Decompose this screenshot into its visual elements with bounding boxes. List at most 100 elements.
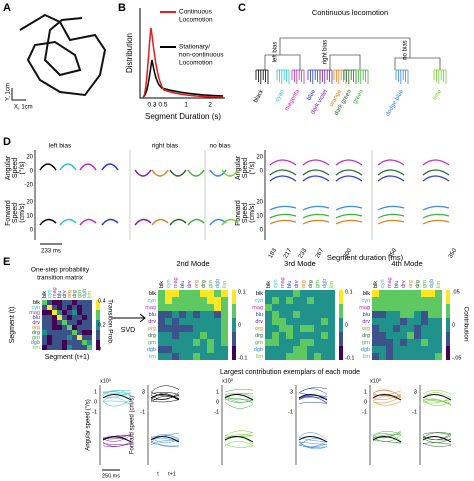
tick-label: 20 [256, 155, 263, 161]
trace [79, 163, 97, 171]
heat-cell [72, 320, 77, 325]
heat-cell [379, 325, 386, 332]
exemplar-traces [150, 385, 180, 403]
heat-cell [77, 315, 82, 320]
axis-label: Angular speed (°/s) [86, 399, 92, 450]
heat-cell [314, 304, 321, 311]
heat-cell [400, 339, 407, 346]
heat-cell [77, 330, 82, 335]
segment-label: org [194, 280, 200, 288]
heat-cell [293, 297, 300, 304]
heat-cell [221, 318, 228, 325]
label: One-step probability [31, 267, 90, 274]
label: no bias [403, 40, 409, 59]
mean-trace [372, 436, 402, 443]
mean-trace [224, 436, 254, 443]
trace [269, 169, 297, 176]
heat-cell [272, 325, 279, 332]
heat-cell [165, 325, 172, 332]
heat-cell [165, 353, 172, 360]
heat-cell [393, 332, 400, 339]
heat-cell [393, 339, 400, 346]
heat-cell [62, 330, 67, 335]
heat-cell [435, 297, 442, 304]
segment-label: org [408, 280, 414, 288]
heat-cell [393, 346, 400, 353]
heat-cell [328, 353, 335, 360]
panel-label: B [118, 2, 126, 14]
trace [377, 175, 405, 182]
heat-cell [286, 325, 293, 332]
heat-cell [47, 310, 52, 315]
segment-label: blk [266, 281, 272, 288]
cluster-leaves [433, 69, 447, 84]
heat-cell [293, 290, 300, 297]
label: x10³ [370, 378, 381, 384]
heat-cell [62, 345, 67, 350]
heat-cell [47, 315, 52, 320]
heat-cell [407, 346, 414, 353]
segment-label: drg [201, 280, 207, 288]
heat-cell [286, 318, 293, 325]
cluster-label: green [352, 89, 365, 105]
heat-cell [372, 339, 379, 346]
colorbar [232, 304, 236, 318]
trace [79, 218, 97, 226]
heat-cell [435, 346, 442, 353]
heat-cell [179, 346, 186, 353]
tick-label: 350 [388, 247, 399, 259]
heat-cell [165, 346, 172, 353]
label: 233 ms [41, 249, 61, 255]
trace [269, 159, 297, 166]
tick-label: 3 [414, 389, 417, 395]
label: t+1 [168, 471, 176, 477]
heat-cell [400, 332, 407, 339]
colorbar [339, 318, 343, 332]
tick-label: 0.1 [345, 289, 353, 295]
exemplar-traces [372, 430, 402, 444]
heat-cell [435, 318, 442, 325]
exemplar-traces [422, 431, 452, 447]
trace [302, 169, 330, 176]
trace [221, 169, 239, 177]
tick-label: 300 [343, 247, 354, 259]
tick-label: 0.1 [238, 289, 246, 295]
heat-cell [300, 325, 307, 332]
heat-cell [314, 339, 321, 346]
heat-cell [400, 297, 407, 304]
heat-cell [57, 315, 62, 320]
trace [59, 163, 77, 171]
heat-cell [200, 339, 207, 346]
axis-label: Speed [12, 158, 19, 178]
heat-cell [221, 304, 228, 311]
heat-cell [200, 332, 207, 339]
heat-cell [435, 304, 442, 311]
tick-label: -20 [24, 183, 33, 189]
segment-label: blk [373, 281, 379, 288]
heat-cell [286, 332, 293, 339]
heat-cell [179, 304, 186, 311]
segment-label: grn [208, 280, 214, 288]
heat-cell [186, 311, 193, 318]
trace [269, 175, 297, 182]
heat-cell [328, 339, 335, 346]
tick-label: 0 [260, 228, 264, 234]
heat-cell [314, 332, 321, 339]
segment-label: blu [256, 312, 263, 318]
heat-cell [428, 346, 435, 353]
title: 3rd Mode [284, 259, 316, 268]
tick-label: 0 [98, 346, 101, 352]
curve-black [142, 59, 224, 98]
heat-cell [428, 304, 435, 311]
cluster-leaves [319, 69, 333, 84]
segment-label: mag [359, 305, 370, 311]
tick-label: 267 [315, 247, 326, 259]
segment-label: drg [148, 333, 156, 339]
heat-cell [279, 318, 286, 325]
heat-cell [300, 339, 307, 346]
segment-label: drv [32, 320, 40, 326]
heat-cell [52, 340, 57, 345]
trace [422, 159, 450, 166]
heat-cell [414, 311, 421, 318]
b-axes [139, 8, 225, 99]
